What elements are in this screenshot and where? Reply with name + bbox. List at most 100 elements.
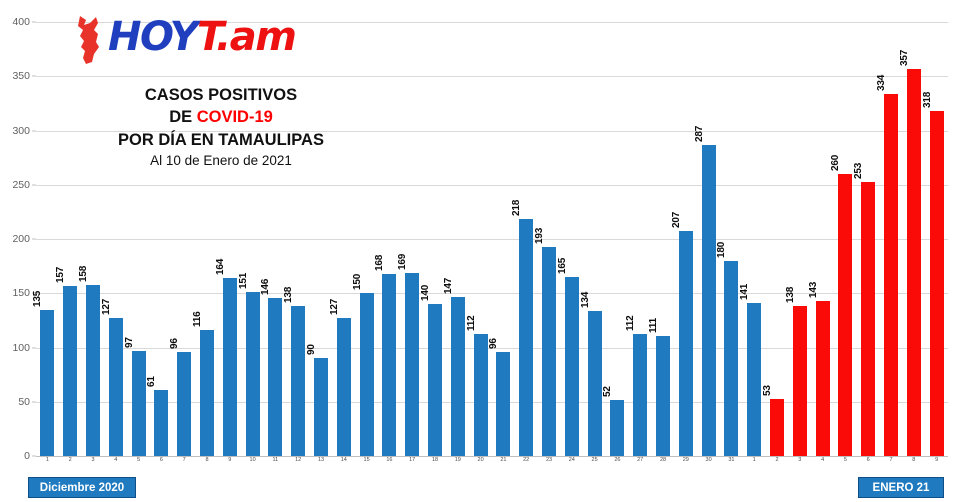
bar-value-label: 260	[830, 154, 842, 171]
bar-slot: 112	[625, 22, 648, 456]
y-tick-mark-400	[32, 21, 36, 23]
bar-value-label: 53	[761, 384, 773, 396]
bar[interactable]	[177, 351, 192, 456]
bar[interactable]	[906, 68, 921, 456]
bar-slot: 52	[602, 22, 625, 456]
bar[interactable]	[450, 296, 465, 456]
y-tick-mark-200	[32, 238, 36, 240]
x-tick-label: 18	[431, 457, 439, 463]
x-tick-label: 3	[91, 457, 95, 463]
bar[interactable]	[40, 309, 55, 456]
bar[interactable]	[405, 272, 420, 456]
bar-value-label: 168	[374, 254, 386, 271]
bar[interactable]	[359, 293, 374, 456]
bar-value-label: 193	[533, 227, 545, 244]
bar[interactable]	[63, 285, 78, 456]
bar[interactable]	[769, 398, 785, 456]
y-tick-label-200: 200	[12, 233, 30, 245]
bar-value-label: 169	[397, 253, 409, 270]
bar[interactable]	[291, 306, 306, 456]
bar-slot: 318	[922, 22, 944, 456]
title-line-3: POR DÍA EN TAMAULIPAS	[118, 130, 324, 149]
gridline-150	[36, 293, 948, 295]
bar-slot: 218	[511, 22, 534, 456]
bar-value-label: 147	[442, 277, 454, 294]
bar-slot: 164	[215, 22, 237, 456]
bar[interactable]	[222, 278, 237, 456]
x-tick-label: 9	[935, 457, 939, 463]
y-tick-label-350: 350	[12, 70, 30, 83]
bar[interactable]	[747, 303, 762, 456]
bar[interactable]	[336, 318, 351, 456]
bar-slot: 138	[283, 22, 306, 456]
x-tick-label: 9	[228, 457, 232, 463]
x-tick-label: 25	[591, 457, 598, 463]
bar[interactable]	[108, 318, 123, 456]
bar-slot: 253	[853, 22, 876, 456]
bar-value-label: 112	[465, 315, 477, 332]
bar-slot: 53	[762, 22, 785, 456]
bar-value-label: 138	[283, 287, 295, 304]
bar-value-label: 97	[123, 337, 135, 348]
bar[interactable]	[382, 273, 397, 456]
bar[interactable]	[587, 310, 602, 456]
bar[interactable]	[655, 335, 671, 456]
bar-value-label: 96	[488, 338, 500, 349]
bar-slot: 96	[488, 22, 511, 456]
bar[interactable]	[564, 276, 579, 456]
bar[interactable]	[245, 292, 260, 456]
bar-slot: 143	[808, 22, 830, 456]
bar-value-label: 112	[625, 315, 637, 332]
bar[interactable]	[610, 399, 625, 456]
bar[interactable]	[268, 297, 283, 456]
bar-value-label: 151	[237, 273, 249, 290]
bar[interactable]	[678, 231, 693, 456]
bar[interactable]	[427, 304, 443, 456]
bar[interactable]	[861, 181, 876, 456]
bar-value-label: 143	[807, 281, 819, 298]
bar[interactable]	[883, 93, 899, 456]
bar[interactable]	[519, 219, 534, 456]
x-tick-label: 2	[775, 457, 779, 463]
bar-value-label: 334	[875, 74, 887, 91]
bar[interactable]	[496, 351, 511, 456]
bar-slot: 151	[238, 22, 260, 456]
bar[interactable]	[701, 144, 716, 456]
y-tick-label-0: 0	[24, 450, 30, 462]
gridline-200	[36, 239, 948, 240]
x-tick-label: 5	[843, 457, 847, 463]
bar[interactable]	[85, 284, 101, 456]
x-tick-label: 14	[340, 457, 347, 463]
bar[interactable]	[473, 334, 488, 456]
bar[interactable]	[792, 306, 807, 456]
x-tick-label: 8	[205, 457, 209, 463]
title-subtitle: Al 10 de Enero de 2021	[150, 152, 292, 168]
bar-slot: 157	[55, 22, 78, 456]
x-tick-label: 8	[912, 457, 916, 463]
bar[interactable]	[313, 358, 329, 456]
y-axis-labels: 0 50 100 150 200 250 300 350 400	[0, 16, 36, 462]
plot-area: 135 157 158 127 97 61 96 116 164 151 146 138 90 127 15…	[32, 22, 948, 457]
bar[interactable]	[541, 246, 557, 456]
bar-value-label: 165	[556, 257, 568, 274]
bar-slot: 334	[876, 22, 899, 456]
gridline-350	[36, 76, 948, 78]
bar[interactable]	[199, 330, 215, 456]
bar[interactable]	[724, 260, 739, 456]
bar-slot: 135	[32, 22, 55, 456]
y-tick-label-150: 150	[12, 287, 30, 300]
bar[interactable]	[929, 110, 944, 456]
bar[interactable]	[838, 173, 853, 456]
gridline-0	[36, 456, 948, 457]
bar-slot: 147	[443, 22, 465, 456]
bar-slot: 207	[671, 22, 693, 456]
bar-slot: 165	[557, 22, 579, 456]
bar-value-label: 138	[784, 287, 796, 304]
bar[interactable]	[131, 350, 146, 456]
bar[interactable]	[633, 334, 648, 456]
bar[interactable]	[154, 389, 169, 456]
hoy-am-logo: HOYT.am	[72, 12, 302, 68]
bar-value-label: 134	[579, 291, 591, 308]
bar[interactable]	[815, 300, 830, 456]
